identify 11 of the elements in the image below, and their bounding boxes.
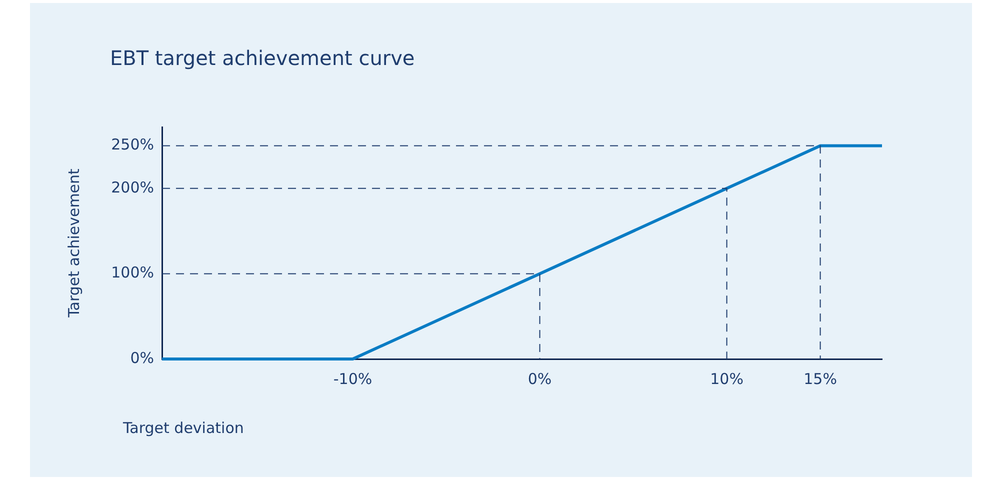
x-axis-title: Target deviation [123, 419, 244, 437]
chart-title: EBT target achievement curve [110, 46, 415, 70]
x-tick-label: -10% [333, 370, 372, 388]
y-tick-label: 0% [130, 348, 154, 367]
y-tick-label: 100% [111, 264, 154, 282]
y-tick-label: 200% [111, 178, 154, 196]
x-tick-label: 15% [804, 370, 837, 388]
y-tick-label: 250% [111, 136, 154, 154]
x-tick-label: 0% [528, 370, 552, 388]
x-tick-label: 10% [710, 370, 744, 388]
y-axis-title: Target achievement [64, 168, 83, 318]
